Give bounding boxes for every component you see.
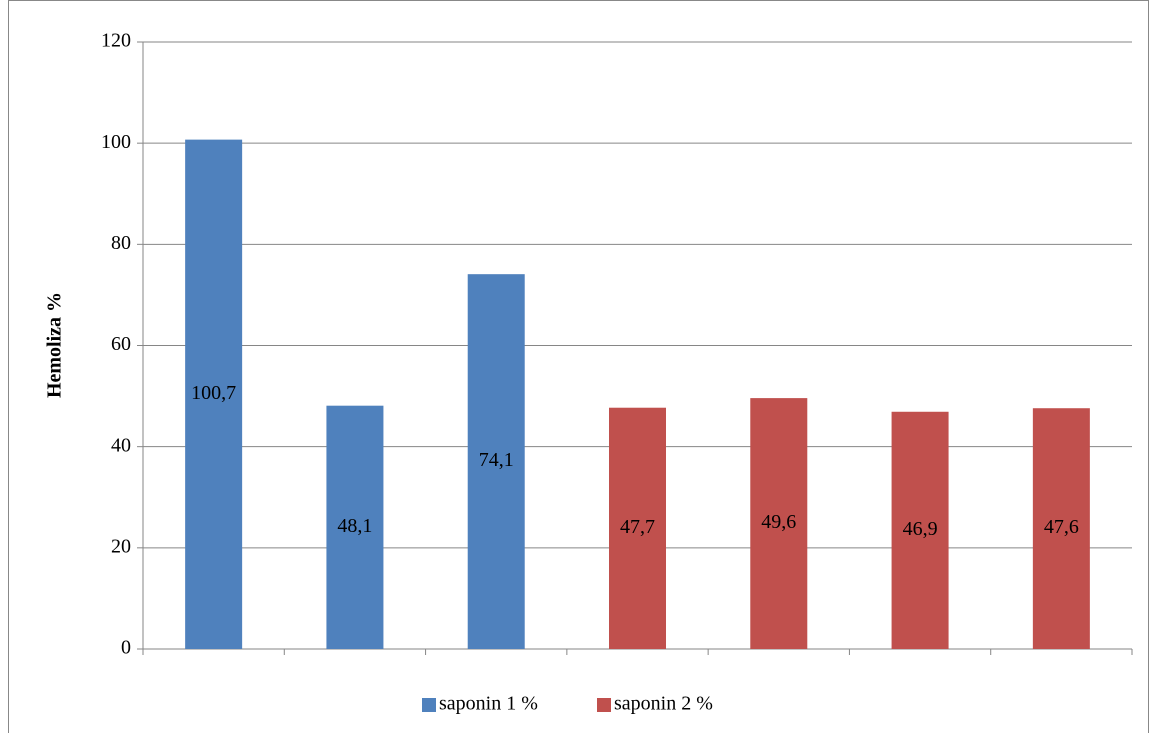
- data-label: 46,9: [903, 518, 938, 540]
- bar: [326, 405, 384, 649]
- y-tick-label: 120: [101, 30, 131, 52]
- data-label: 100,7: [191, 382, 236, 404]
- bar: [467, 274, 525, 649]
- data-label: 47,6: [1044, 516, 1079, 538]
- data-label: 74,1: [479, 449, 514, 471]
- bar: [891, 411, 949, 649]
- y-tick-label: 40: [111, 434, 131, 456]
- legend-label: saponin 2 %: [614, 693, 713, 715]
- legend-swatch: [597, 698, 611, 712]
- chart-frame: [8, 0, 1149, 733]
- data-label: 48,1: [337, 515, 372, 537]
- y-tick-label: 20: [111, 535, 131, 557]
- y-tick-label: 60: [111, 333, 131, 355]
- legend-label: saponin 1 %: [439, 693, 538, 715]
- data-label: 49,6: [761, 511, 796, 533]
- legend-swatch: [422, 698, 436, 712]
- bar: [750, 398, 808, 649]
- bar: [1032, 408, 1090, 649]
- y-tick-label: 100: [101, 131, 131, 153]
- data-label: 47,7: [620, 516, 655, 538]
- y-axis-title: Hemoliza %: [44, 292, 66, 398]
- bar: [185, 139, 243, 649]
- bar: [609, 407, 666, 649]
- y-tick-label: 80: [111, 232, 131, 254]
- y-tick-label: 0: [121, 637, 131, 659]
